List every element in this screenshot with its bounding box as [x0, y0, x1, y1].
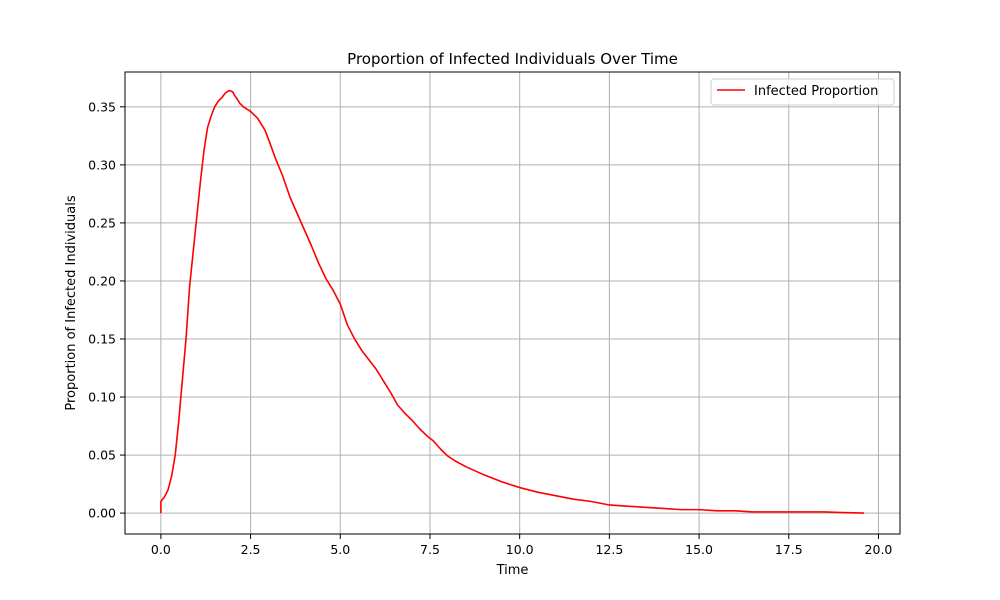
y-tick-label: 0.10 — [88, 390, 116, 405]
plot-frame — [124, 71, 901, 535]
x-tick-label: 20.0 — [865, 542, 893, 557]
series-layer — [160, 89, 865, 514]
x-tick-label: 0.0 — [151, 542, 171, 557]
x-axis: 0.0 2.5 5.0 7.5 10.0 12.5 15.0 17.5 20.0 — [151, 534, 892, 557]
x-tick-label: 12.5 — [595, 542, 623, 557]
y-tick-label: 0.05 — [88, 448, 116, 463]
x-tick-label: 10.0 — [506, 542, 534, 557]
y-tick-label: 0.00 — [88, 506, 116, 521]
y-axis-label: Proportion of Infected Individuals — [64, 195, 79, 410]
x-tick-label: 7.5 — [420, 542, 440, 557]
plot-area — [125, 72, 900, 534]
legend-label: Infected Proportion — [754, 84, 878, 99]
x-tick-label: 5.0 — [330, 542, 350, 557]
x-tick-label: 15.0 — [685, 542, 713, 557]
y-tick-label: 0.30 — [88, 157, 116, 172]
x-axis-label: Time — [496, 563, 529, 578]
series-line-infected-proportion — [160, 89, 865, 514]
x-tick-label: 2.5 — [241, 542, 261, 557]
y-axis: 0.00 0.05 0.10 0.15 0.20 0.25 0.30 0.35 — [88, 99, 125, 521]
y-tick-label: 0.25 — [88, 215, 116, 230]
y-tick-label: 0.35 — [88, 99, 116, 114]
legend: Infected Proportion — [710, 78, 895, 106]
y-tick-label: 0.20 — [88, 273, 116, 288]
y-tick-label: 0.15 — [88, 331, 116, 346]
grid — [125, 72, 900, 534]
legend-box — [710, 78, 895, 106]
x-tick-label: 17.5 — [775, 542, 803, 557]
chart-title: Proportion of Infected Individuals Over … — [347, 50, 678, 68]
